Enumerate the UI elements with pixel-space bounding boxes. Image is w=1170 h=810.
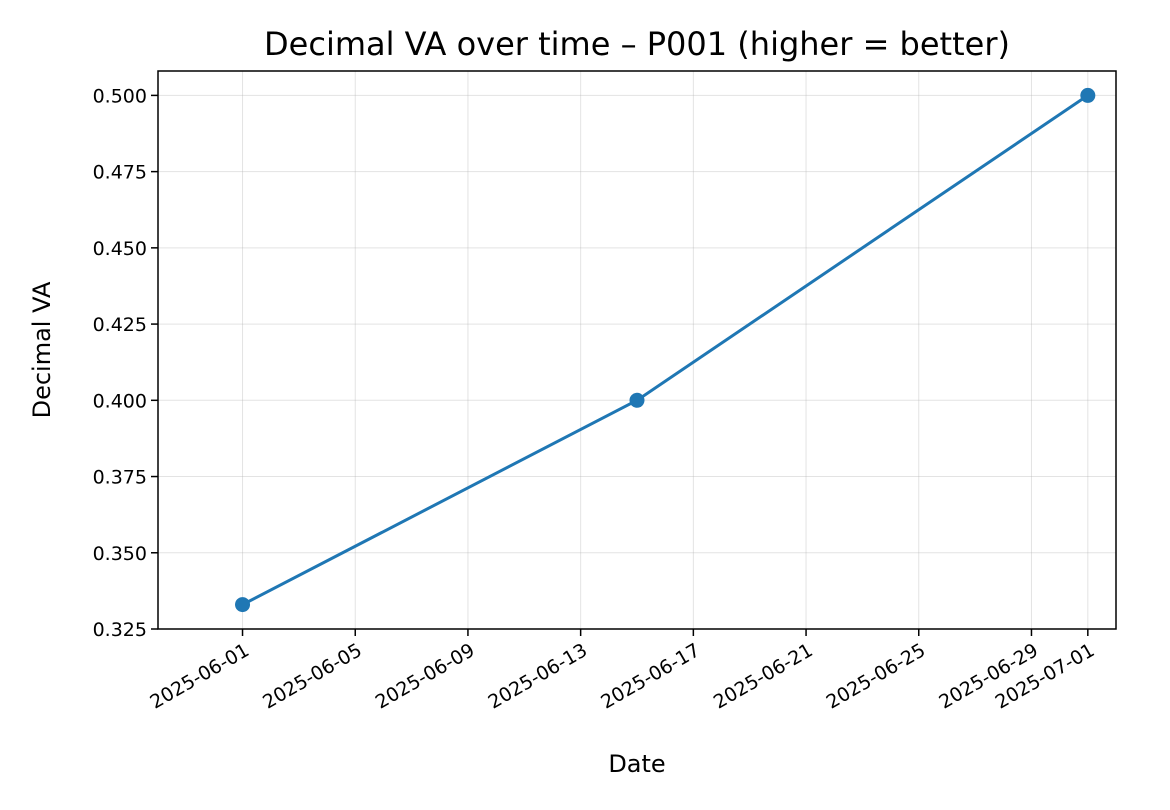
grid bbox=[158, 71, 1116, 630]
plot-frame bbox=[157, 70, 1117, 630]
x-tick-label: 2025-06-09 bbox=[372, 639, 479, 713]
x-tick-label: 2025-06-17 bbox=[597, 639, 704, 713]
axes: 0.325 0.350 0.375 0.400 0.425 0.450 0.475 0.500… bbox=[93, 85, 1099, 713]
x-axis-label: Date bbox=[608, 750, 665, 778]
data-point bbox=[629, 392, 645, 408]
x-tick-label: 2025-06-05 bbox=[259, 639, 366, 713]
y-tick-label: 0.450 bbox=[93, 238, 147, 260]
x-tick-label: 2025-06-21 bbox=[710, 639, 817, 713]
y-axis-label: Decimal VA bbox=[28, 281, 56, 418]
y-tick-label: 0.325 bbox=[93, 619, 147, 641]
data-point bbox=[235, 597, 251, 613]
x-tick-label: 2025-06-25 bbox=[823, 639, 930, 713]
y-tick-label: 0.425 bbox=[93, 314, 147, 336]
y-tick-label: 0.400 bbox=[93, 390, 147, 412]
y-tick-label: 0.375 bbox=[93, 467, 147, 489]
series bbox=[235, 87, 1096, 613]
x-tick-label: 2025-06-13 bbox=[485, 639, 592, 713]
x-tick-label: 2025-06-01 bbox=[146, 639, 253, 713]
chart-title: Decimal VA over time – P001 (higher = be… bbox=[264, 25, 1010, 63]
y-tick-label: 0.475 bbox=[93, 162, 147, 184]
data-point bbox=[1080, 87, 1096, 103]
y-tick-label: 0.350 bbox=[93, 543, 147, 565]
y-tick-label: 0.500 bbox=[93, 85, 147, 107]
